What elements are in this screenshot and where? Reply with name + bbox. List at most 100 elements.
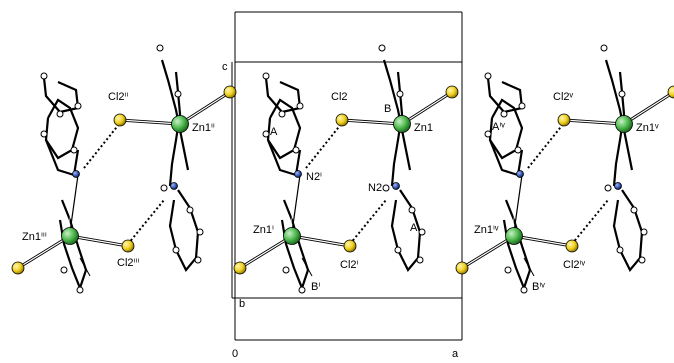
ring-a bbox=[489, 98, 524, 160]
chlorine-atom bbox=[223, 85, 237, 99]
hydrogen-atom bbox=[40, 72, 48, 80]
hydrogen-atom bbox=[504, 266, 512, 274]
hydrogen-atom bbox=[618, 90, 626, 98]
ring-a-bottom-center-label: A bbox=[410, 222, 418, 234]
hydrogen-atom bbox=[262, 130, 270, 138]
ring-b-top-center-label: B bbox=[384, 103, 391, 115]
chlorine-atom bbox=[121, 239, 135, 253]
zn-n-bond bbox=[513, 174, 523, 233]
hbond-top bbox=[83, 117, 125, 169]
zn1-bottom-right-label: Zn1ⁱᵛ bbox=[474, 224, 499, 236]
ring-b-pointer bbox=[523, 257, 535, 277]
hydrogen-atom bbox=[408, 206, 416, 214]
hydrogen-atom bbox=[292, 146, 300, 154]
zn-n-bond-hl bbox=[67, 174, 77, 233]
zinc-atom bbox=[505, 227, 523, 245]
ring-b-bottom-right-label: Bⁱᵛ bbox=[532, 281, 545, 293]
zn1-top-left-label: Zn1ⁱⁱ bbox=[192, 122, 215, 134]
ring-b-pointer bbox=[301, 257, 313, 277]
zinc-atom bbox=[615, 115, 633, 133]
hbond-top bbox=[527, 117, 569, 169]
hydrogen-atom bbox=[40, 130, 48, 138]
hydrogen-atom bbox=[70, 146, 78, 154]
zinc-atom bbox=[171, 115, 189, 133]
hydrogen-atom bbox=[76, 286, 84, 294]
nitrogen-atom bbox=[516, 170, 524, 178]
molecule-center bbox=[233, 44, 459, 294]
hydrogen-atom bbox=[484, 130, 492, 138]
hydrogen-atom bbox=[500, 110, 508, 118]
nitrogen-atom bbox=[72, 170, 80, 178]
zn-cl-bond-top-hl bbox=[563, 119, 625, 125]
chlorine-atom bbox=[343, 239, 357, 253]
ring-a-upper bbox=[486, 77, 524, 114]
cl2-bottom-left-label: Cl2ⁱⁱⁱ bbox=[117, 257, 139, 269]
hbond-top bbox=[305, 117, 347, 169]
axis-c-label: c bbox=[222, 61, 228, 73]
ring-b-upper bbox=[382, 59, 412, 171]
ring-a-lower bbox=[168, 189, 200, 272]
zn-n-bond-hl bbox=[511, 174, 521, 233]
chlorine-atom bbox=[565, 239, 579, 253]
zn-cl-bond-right-hl bbox=[291, 235, 351, 247]
zn1-top-right-label: Zn1ᵛ bbox=[636, 122, 659, 134]
zn-cl-bond-right-hl bbox=[69, 235, 129, 247]
hydrogen-atom bbox=[56, 110, 64, 118]
zn-n-bond-hl bbox=[289, 174, 299, 233]
hydrogen-atom bbox=[296, 102, 304, 110]
ring-a-top-center-label: A bbox=[270, 126, 278, 138]
zn-cl-bond-top-hl bbox=[341, 119, 403, 125]
hydrogen-atom bbox=[638, 256, 646, 264]
ring-a-lower bbox=[612, 189, 644, 272]
ring-a bbox=[45, 98, 80, 160]
zinc-atom bbox=[61, 227, 79, 245]
ring-a-upper bbox=[264, 77, 302, 114]
axis-a-label: a bbox=[452, 348, 459, 360]
ring-b-upper bbox=[604, 59, 634, 171]
hydrogen-atom bbox=[74, 102, 82, 110]
cl2-bottom-center-label: Cl2ⁱ bbox=[340, 259, 359, 271]
ring-a bbox=[267, 98, 302, 160]
zn1-top-center-label: Zn1 bbox=[414, 122, 433, 134]
axis-b-label: b bbox=[239, 298, 245, 310]
chlorine-atom bbox=[233, 261, 247, 275]
molecule-right bbox=[455, 44, 674, 294]
hydrogen-atom bbox=[378, 44, 386, 52]
hydrogen-atom bbox=[174, 90, 182, 98]
hydrogen-atom bbox=[160, 184, 168, 192]
chlorine-atom bbox=[455, 261, 469, 275]
zn-cl-bond-right-hl bbox=[513, 235, 573, 247]
zn-n-bond bbox=[69, 174, 79, 233]
chlorine-atom bbox=[335, 113, 349, 127]
ring-b-bottom-center-label: Bⁱ bbox=[311, 281, 320, 293]
zinc-atom bbox=[393, 115, 411, 133]
cl2-top-center-label: Cl2 bbox=[331, 91, 348, 103]
hydrogen-atom bbox=[298, 286, 306, 294]
hydrogen-atom bbox=[196, 228, 204, 236]
hydrogen-atom bbox=[484, 72, 492, 80]
zn1-bottom-center-label: Zn1ⁱ bbox=[253, 224, 274, 236]
origin-label: 0 bbox=[232, 348, 238, 360]
hydrogen-atom bbox=[396, 90, 404, 98]
cl2-bottom-right-label: Cl2ⁱᵛ bbox=[563, 259, 585, 271]
unit-cell bbox=[231, 11, 463, 341]
nitrogen-atom bbox=[614, 182, 622, 190]
hydrogen-atom bbox=[382, 184, 390, 192]
hydrogen-atom bbox=[604, 184, 612, 192]
hydrogen-atom bbox=[156, 44, 164, 52]
zn-cl-bond-left-hl bbox=[239, 235, 293, 269]
hydrogen-atom bbox=[394, 246, 402, 254]
hydrogen-atom bbox=[630, 206, 638, 214]
ring-a-upper bbox=[42, 77, 80, 114]
cl2-top-right-label: Cl2ᵛ bbox=[553, 91, 574, 103]
nitrogen-atom bbox=[392, 182, 400, 190]
n2-left-center-label: N2ⁱ bbox=[306, 171, 322, 183]
ring-a-top-right-label: Aⁱᵛ bbox=[492, 121, 505, 133]
molecule-left bbox=[11, 44, 237, 294]
zn-cl-bond-far-hl bbox=[179, 91, 231, 125]
nitrogen-atom bbox=[294, 170, 302, 178]
zn1-bottom-left-label: Zn1ⁱⁱⁱ bbox=[22, 231, 47, 243]
chlorine-atom bbox=[557, 113, 571, 127]
zn-cl-bond-left-hl bbox=[461, 235, 515, 269]
